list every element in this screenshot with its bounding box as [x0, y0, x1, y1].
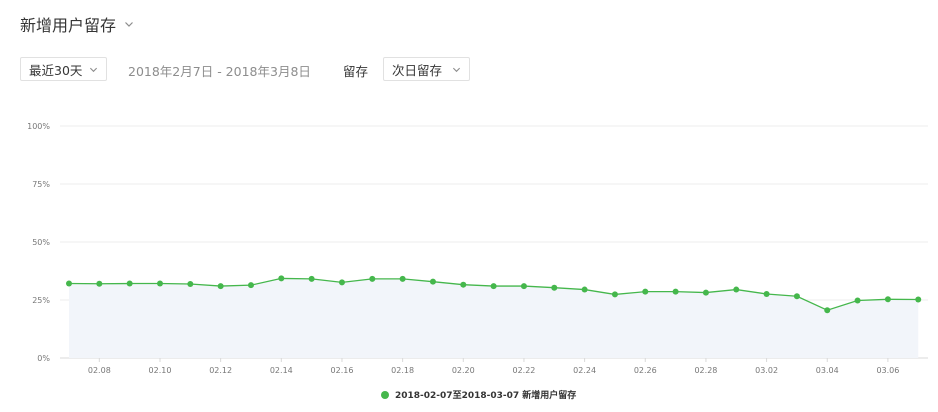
x-tick-label: 03.02 [755, 366, 778, 375]
period-select[interactable]: 最近30天 [20, 57, 107, 81]
legend-label: 2018-02-07至2018-03-07 新增用户留存 [395, 391, 577, 401]
data-point [278, 275, 285, 282]
data-point [733, 286, 740, 293]
chevron-down-icon[interactable] [124, 19, 134, 29]
data-point [126, 280, 133, 287]
data-point [429, 278, 436, 285]
data-point [551, 284, 558, 291]
x-tick-label: 02.16 [331, 366, 354, 375]
x-tick-label: 03.04 [816, 366, 839, 375]
data-point [460, 281, 467, 288]
legend-marker [381, 390, 389, 399]
data-point [187, 280, 194, 287]
data-point [854, 297, 861, 304]
x-tick-label: 02.10 [149, 366, 172, 375]
x-tick-label: 03.06 [876, 366, 899, 375]
data-point [399, 275, 406, 282]
data-point [642, 288, 649, 295]
x-tick-label: 02.18 [391, 366, 414, 375]
series-area [69, 278, 919, 358]
y-tick-label: 100% [27, 122, 50, 131]
retention-select-value: 次日留存 [392, 62, 443, 78]
data-point [763, 290, 770, 297]
x-tick-label: 02.14 [270, 366, 293, 375]
x-tick-label: 02.22 [512, 366, 535, 375]
y-tick-label: 75% [32, 180, 50, 189]
retention-label: 留存 [343, 64, 369, 79]
data-point [96, 280, 103, 287]
data-point [247, 282, 254, 289]
chart-legend[interactable]: 2018-02-07至2018-03-07 新增用户留存 [381, 388, 576, 401]
data-point [702, 289, 709, 296]
data-point [308, 275, 315, 282]
x-tick-label: 02.20 [452, 366, 475, 375]
y-tick-label: 50% [32, 238, 50, 247]
y-tick-label: 0% [37, 354, 50, 363]
data-point [581, 286, 588, 293]
x-tick-label: 02.12 [209, 366, 232, 375]
data-point [217, 283, 224, 290]
chevron-down-icon [452, 65, 461, 74]
data-point [824, 307, 831, 314]
data-point [915, 296, 922, 303]
period-select-value: 最近30天 [29, 62, 83, 78]
page-title: 新增用户留存 [20, 16, 117, 35]
x-tick-label: 02.28 [694, 366, 717, 375]
x-tick-label: 02.26 [634, 366, 657, 375]
filter-bar: 最近30天 2018年2月7日 - 2018年3月8日 留存 次日留存 [20, 57, 920, 83]
y-tick-label: 25% [32, 296, 50, 305]
data-point [338, 279, 345, 286]
data-point [520, 283, 527, 290]
data-point [369, 275, 376, 282]
data-point [793, 293, 800, 300]
page-header: 新增用户留存 [20, 12, 134, 36]
data-point [66, 280, 72, 287]
chevron-down-icon [89, 65, 98, 74]
x-tick-label: 02.24 [573, 366, 596, 375]
retention-select[interactable]: 次日留存 [383, 57, 470, 81]
data-point [490, 283, 497, 290]
date-range-text: 2018年2月7日 - 2018年3月8日 [128, 64, 311, 79]
retention-chart: 0% 25% 50% 75% 100% 02.08 02.10 02.12 02.14 02.16… [27, 122, 928, 375]
data-point [611, 291, 618, 298]
data-point [672, 288, 679, 295]
data-point [156, 280, 163, 287]
x-tick-label: 02.08 [88, 366, 111, 375]
data-point [884, 296, 891, 303]
